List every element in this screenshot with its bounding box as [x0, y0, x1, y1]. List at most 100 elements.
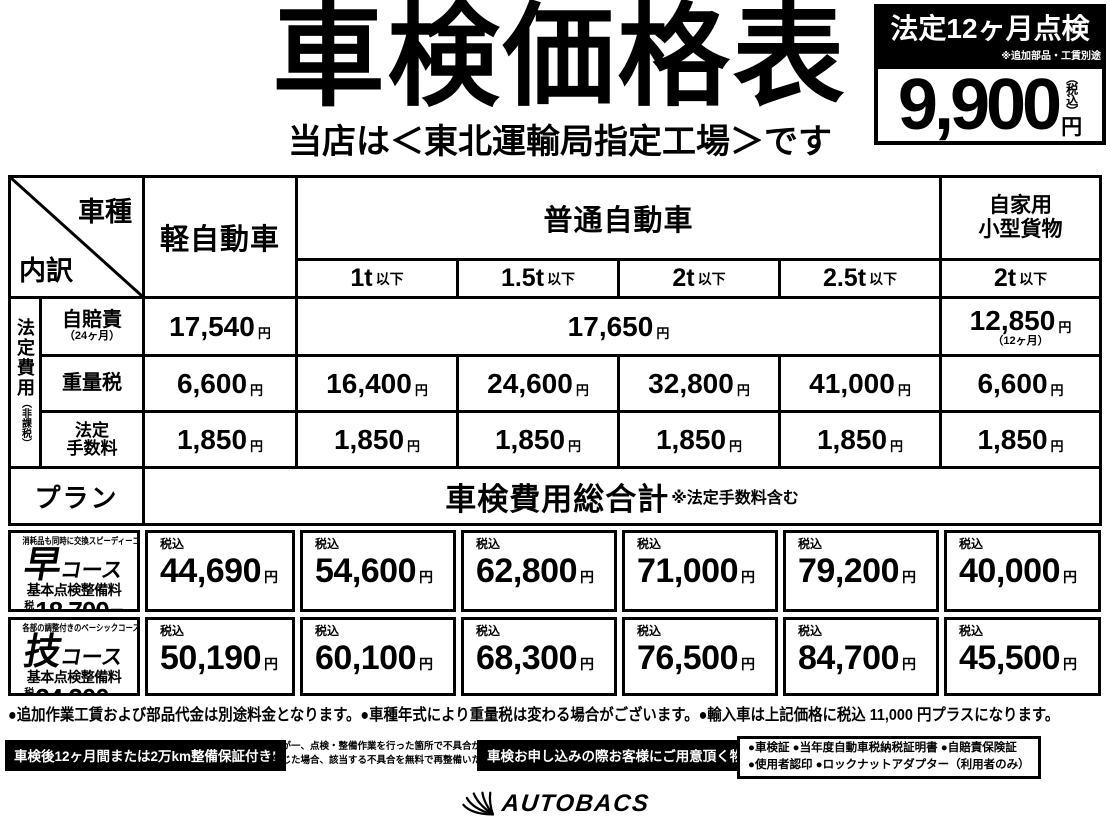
tax-incl-label: 税込	[798, 624, 823, 638]
weight: 1t	[350, 264, 373, 292]
plan-row-haya: 消耗品も同時に交換スピーディーコース 早コース 基本点検整備料 税込 18,70…	[8, 530, 1102, 612]
plan-name-small: コース	[58, 559, 125, 582]
guarantee-note-line2: 生じた場合、該当する不具合を無料で再整備いたします!	[272, 754, 513, 766]
price-value: 71,000	[637, 552, 739, 591]
price-value: 41,000	[809, 367, 895, 399]
base-fee-label: 基本点検整備料	[26, 582, 122, 599]
price-value: 84,700	[798, 639, 900, 678]
cell-juryozei-1-5t: 24,600 円	[459, 357, 617, 410]
cell-juryozei-kogata: 6,600 円	[942, 357, 1099, 410]
cell-haya-kogata: 税込 40,000 円	[944, 530, 1101, 612]
row-label-juryozei: 重量税	[42, 357, 142, 410]
guarantee-note: 万が一、点検・整備作業を行った箇所で不具合が 生じた場合、該当する不具合を無料で…	[272, 740, 513, 768]
price-value: 17,650	[567, 310, 654, 342]
tax-incl-label: 税込	[798, 537, 823, 551]
yen-unit: 円	[250, 438, 264, 454]
price-value: 68,300	[476, 639, 578, 678]
cell-tesuryo-2t: 1,850 円	[620, 413, 778, 466]
plan-total-title: 車検費用総合計	[445, 481, 670, 517]
yen-unit: 円	[890, 438, 904, 454]
cell-haya-1-5t: 税込 62,800 円	[461, 530, 617, 612]
subcolumn-kogata-2t: 2t 以下	[942, 261, 1099, 296]
diagonal-divider	[11, 178, 142, 296]
tax-incl-label: 税込	[637, 537, 662, 551]
badge-title: 法定12ヶ月点検	[890, 13, 1090, 44]
cell-tesuryo-1t: 1,850 円	[298, 413, 456, 466]
cell-juryozei-2t: 32,800 円	[620, 357, 778, 410]
fee-value: 18,700	[35, 596, 110, 612]
yen-unit: 円	[568, 438, 582, 454]
page-title: 車検価格表	[272, 0, 848, 119]
cell-waza-2t: 税込 76,500 円	[622, 617, 778, 696]
badge-price-box: 9,900 （税込） 円	[874, 65, 1106, 145]
price-value: 1,850	[977, 423, 1048, 455]
tax-incl-label: 税込	[959, 537, 984, 551]
cell-tesuryo-kei: 1,850 円	[145, 413, 295, 466]
tax-incl-label: 税込	[476, 537, 501, 551]
weight-suffix: 以下	[547, 270, 576, 287]
bring-items-banner: 車検お申し込みの際お客様にご用意頂く物	[477, 740, 754, 771]
page-subtitle: 当店は＜東北運輸局指定工場＞です	[288, 123, 832, 162]
yen-unit: 円	[419, 569, 433, 586]
yen-unit: 円	[264, 656, 278, 673]
base-fee: 税込 24,200 円	[11, 685, 137, 696]
tax-char: 税	[24, 687, 35, 696]
inspection-price-badge: 法定12ヶ月点検 ※追加部品・工賃別途 9,900 （税込） 円	[874, 4, 1106, 145]
plan-name-small: コース	[58, 646, 125, 669]
price-value: 50,190	[160, 639, 262, 678]
tax-incl-label: 税込	[637, 624, 662, 638]
cell-tesuryo-2-5t: 1,850 円	[781, 413, 939, 466]
autobacs-leaf-icon	[461, 791, 494, 816]
price-value: 16,400	[326, 367, 412, 399]
badge-yen: 円	[1061, 116, 1083, 139]
weight: 2t	[672, 264, 695, 292]
sidebar-sub-label: （非課税）	[19, 397, 31, 448]
plan-row-label: プラン	[11, 469, 142, 523]
yen-unit: 円	[419, 656, 433, 673]
yen-unit: 円	[902, 656, 916, 673]
cell-waza-1-5t: 税込 68,300 円	[461, 617, 617, 696]
price-value: 6,600	[176, 367, 248, 399]
period-note: （12ヶ月）	[992, 334, 1049, 347]
price-table: 車種 内訳 軽自動車 普通自動車 自家用 小型貨物 1t 以下 1.5t 以下 …	[8, 175, 1102, 526]
incl-char: 込	[24, 611, 34, 612]
weight: 2t	[993, 264, 1017, 292]
badge-price-suffix: （税込） 円	[1061, 72, 1082, 138]
cell-tesuryo-kogata: 1,850 円	[942, 413, 1099, 466]
price-value: 40,000	[959, 552, 1061, 591]
price-value: 6,600	[977, 367, 1048, 399]
tax-incl-label: 税込	[476, 624, 501, 638]
plan-tagline: 消耗品も同時に交換スピーディーコース	[22, 536, 140, 546]
subcolumn-2t: 2t 以下	[620, 261, 778, 296]
tax-incl-label: 税込	[160, 624, 185, 638]
price-value: 24,600	[487, 367, 573, 399]
label: 自賠責	[62, 309, 122, 332]
cell-jibaiseki-futsu: 17,650 円	[298, 299, 939, 354]
price-value: 54,600	[315, 552, 417, 591]
items-line2: ●使用者認印 ●ロックナットアダプター（利用者のみ）	[748, 759, 1030, 772]
yen-unit: 円	[902, 569, 916, 586]
row-label-jibaiseki: 自賠責 （24ヶ月）	[42, 299, 142, 354]
yen-unit: 円	[580, 569, 594, 586]
cell-jibaiseki-kogata: 12,850 円 （12ヶ月）	[942, 299, 1099, 354]
price-value: 76,500	[637, 639, 739, 678]
corner-label-vehicle-type: 車種	[78, 197, 132, 227]
subcolumn-1-5t: 1.5t 以下	[459, 261, 617, 296]
label-line2: 手数料	[66, 438, 118, 458]
weight-suffix: 以下	[375, 270, 404, 287]
cell-waza-kei: 税込 50,190 円	[145, 617, 295, 696]
plan-row-waza: 各部の調整付きのベーシックコース 技コース 基本点検整備料 税込 24,200 …	[8, 617, 1102, 696]
cell-haya-2-5t: 税込 79,200 円	[783, 530, 939, 612]
bottom-strip: 車検後12ヶ月間または2万km整備保証付き! 万が一、点検・整備作業を行った箇所…	[0, 736, 1110, 779]
yen-unit: 円	[736, 382, 750, 398]
price-value: 79,200	[798, 552, 900, 591]
guarantee-note-line1: 万が一、点検・整備作業を行った箇所で不具合が	[272, 741, 482, 752]
cell-juryozei-kei: 6,600 円	[145, 357, 295, 410]
price-value: 60,100	[315, 639, 417, 678]
subcolumn-1t: 1t 以下	[298, 261, 456, 296]
price-value: 32,800	[648, 367, 734, 399]
row-label-tesuryo: 法定 手数料	[42, 413, 142, 466]
label-sub: （24ヶ月）	[63, 330, 121, 343]
badge-note: ※追加部品・工賃別途	[1001, 51, 1101, 62]
tax-incl-label: 税込	[315, 537, 340, 551]
